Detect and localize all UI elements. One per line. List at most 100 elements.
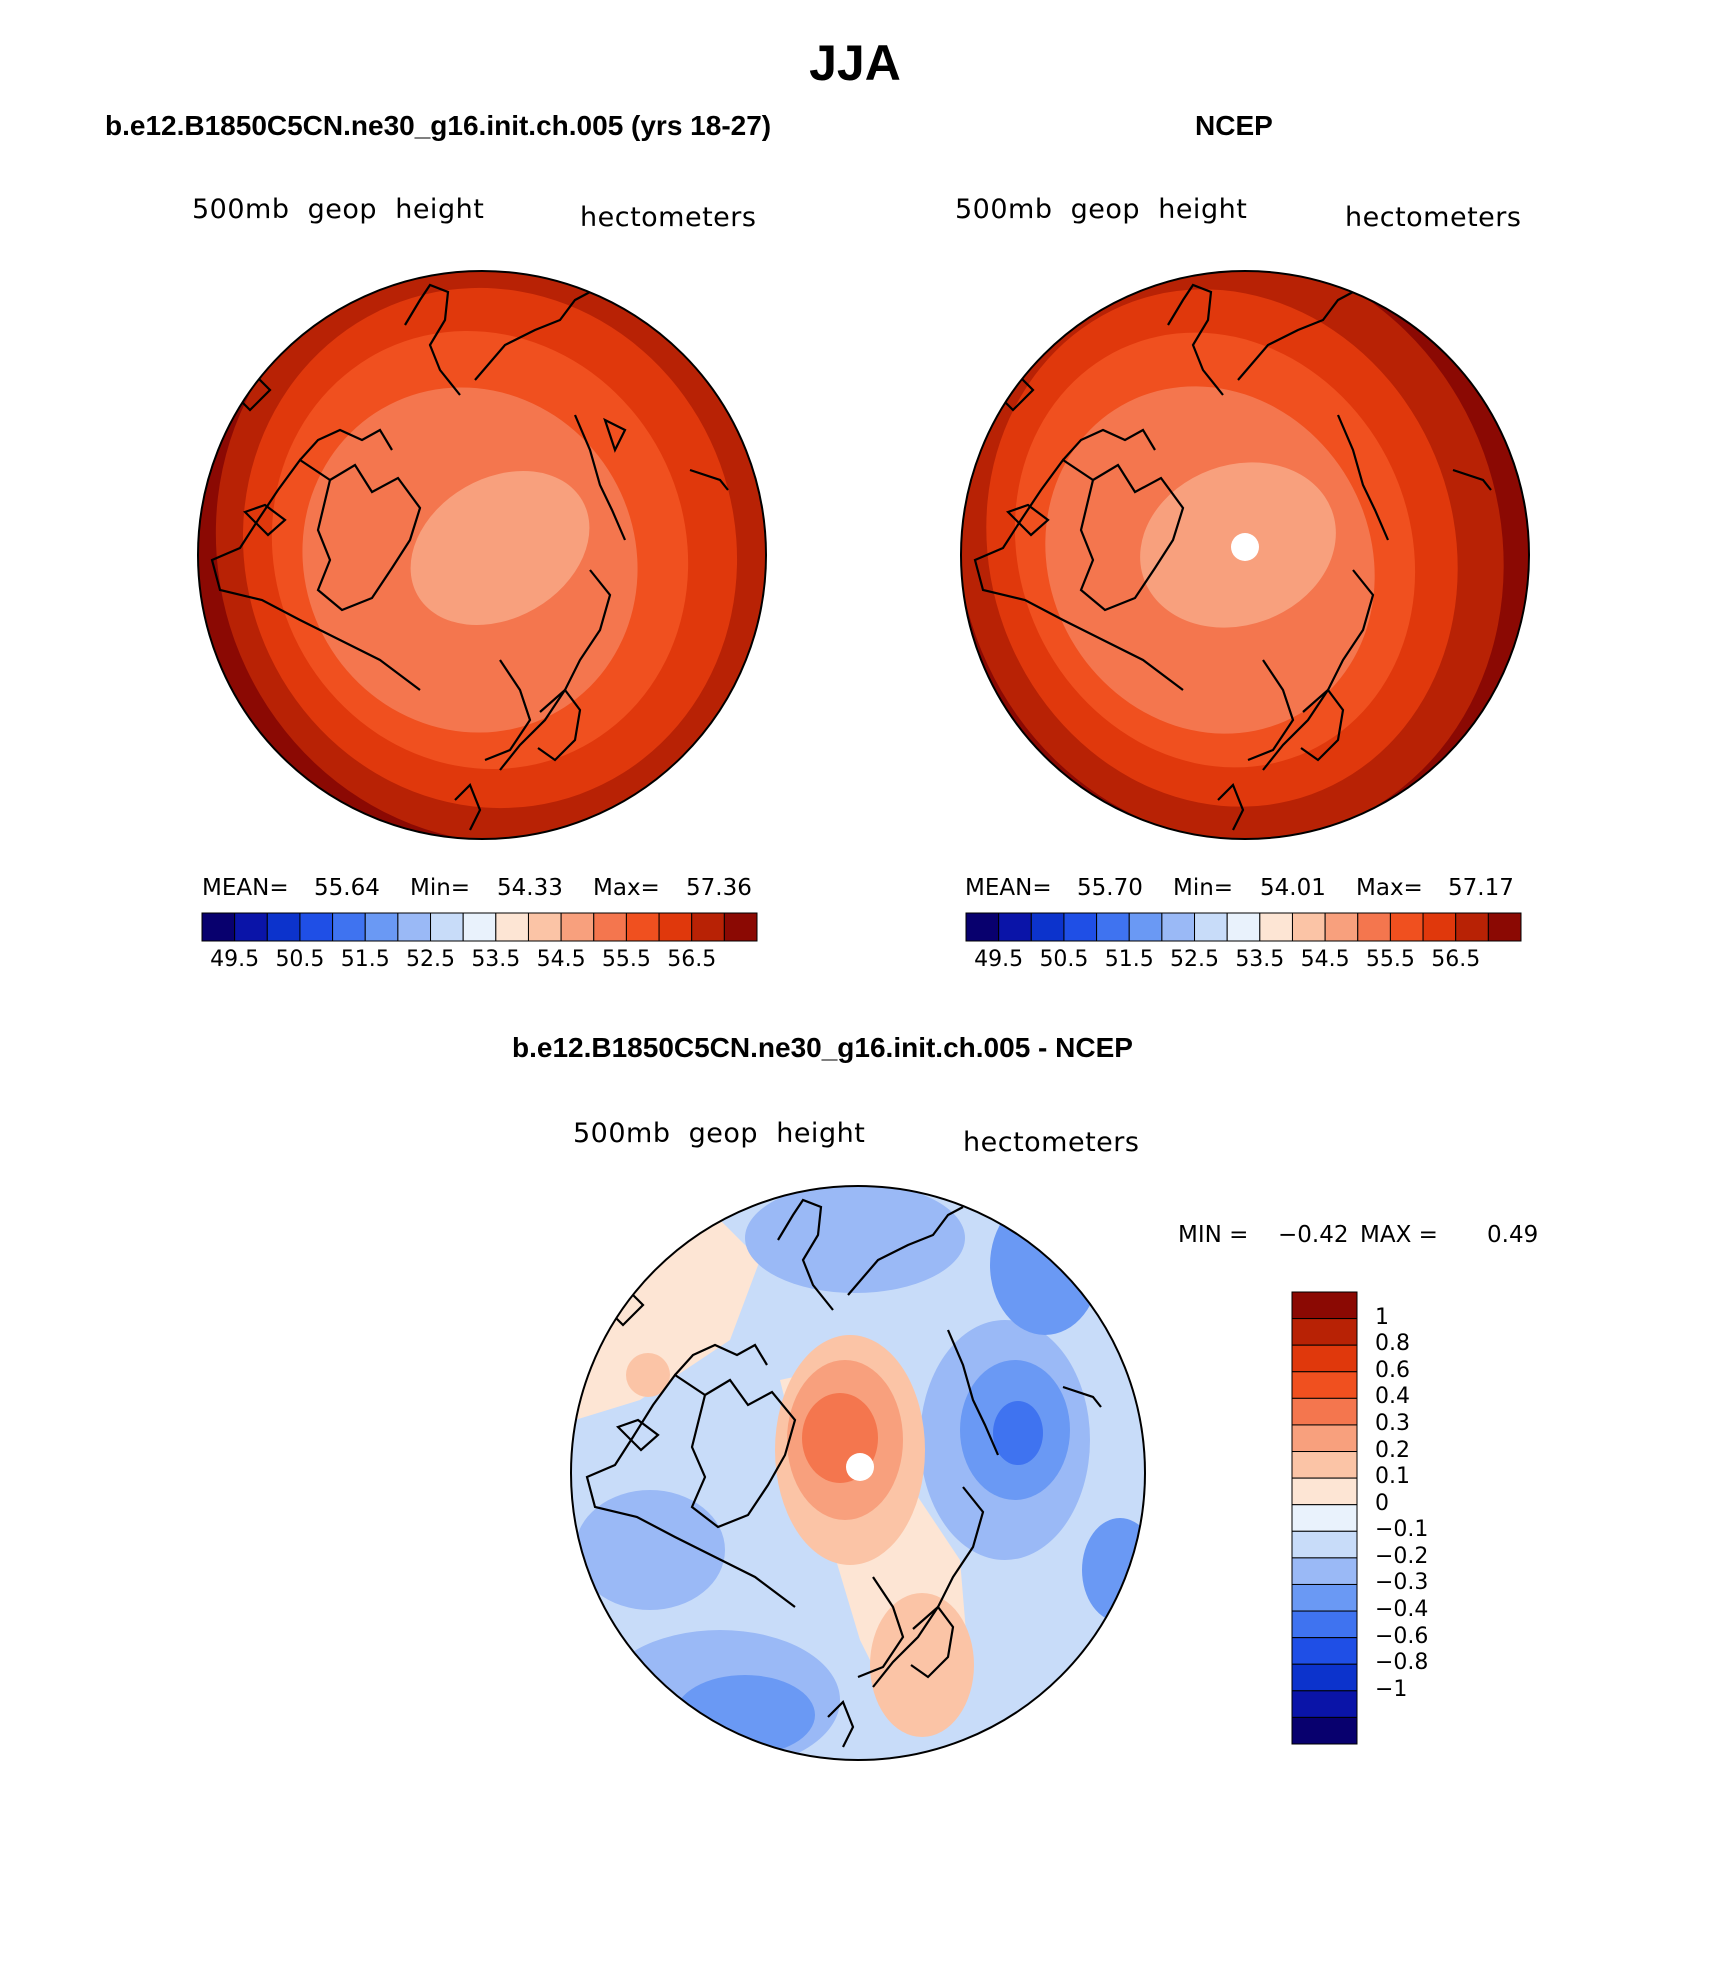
stat-max-model: 57.36 [686, 875, 752, 901]
colorbar-swatch [1291, 1291, 1358, 1320]
colorbar-swatch [1389, 912, 1424, 942]
colorbar-swatch [560, 912, 595, 942]
colorbar-swatch [299, 912, 334, 942]
colorbar-swatch [201, 912, 236, 942]
colorbar-swatch [1291, 912, 1326, 942]
colorbar-swatch [1291, 1557, 1358, 1585]
contour-band [990, 1195, 1100, 1335]
stat-max-ncep: 57.17 [1448, 875, 1514, 901]
colorbar-diff [1291, 1291, 1358, 1745]
colorbar-swatch [998, 912, 1032, 942]
colorbar-swatch [1291, 1530, 1358, 1559]
stat-min-label-diff: MIN = [1178, 1222, 1249, 1248]
colorbar-model [201, 912, 758, 942]
stat-min-model: 54.33 [497, 875, 563, 901]
colorbar-tick-label: 0.6 [1375, 1357, 1410, 1383]
stat-min-ncep: 54.01 [1260, 875, 1326, 901]
contour-band [626, 1353, 670, 1397]
contour-band [993, 1401, 1043, 1465]
colorbar-tick-label: 52.5 [406, 947, 455, 972]
colorbar-swatch [1455, 912, 1489, 942]
colorbar-swatch [1291, 1424, 1358, 1453]
colorbar-swatch [1291, 1344, 1358, 1373]
colorbar-swatch [1291, 1716, 1358, 1745]
panel-title-ncep: NCEP [1195, 110, 1273, 141]
colorbar-swatch [1161, 912, 1196, 942]
colorbar-swatch [1291, 1610, 1358, 1639]
panel-title-diff: b.e12.B1850C5CN.ne30_g16.init.ch.005 - N… [512, 1032, 1133, 1063]
colorbar-swatch [691, 912, 725, 942]
colorbar-swatch [1357, 912, 1391, 942]
colorbar-swatch [1259, 912, 1293, 942]
colorbar-swatch [1096, 912, 1130, 942]
colorbar-tick-label: 50.5 [1039, 947, 1089, 972]
polar-map-ncep [960, 270, 1530, 840]
colorbar-tick-label: 0.1 [1375, 1464, 1410, 1490]
variable-label-ncep: 500mb geop height [955, 194, 1248, 225]
colorbar-tick-label: 54.5 [1300, 947, 1350, 972]
stat-max-label-diff: MAX = [1360, 1222, 1438, 1248]
colorbar-swatch [965, 912, 1000, 942]
colorbar-tick-label: 56.5 [667, 947, 717, 972]
colorbar-swatch [723, 912, 758, 942]
colorbar-tick-label: 54.5 [536, 947, 586, 972]
colorbar-tick-label: 53.5 [1235, 947, 1285, 972]
colorbar-swatch [1487, 912, 1522, 942]
colorbar-tick-label: −0.1 [1375, 1517, 1429, 1543]
pole-hole [1231, 533, 1259, 561]
stat-mean-label-model: MEAN= [202, 875, 289, 901]
colorbar-tick-label: 0 [1375, 1490, 1389, 1516]
colorbar-swatch [266, 912, 301, 942]
colorbar-tick-label: 53.5 [471, 947, 521, 972]
stat-max-diff: 0.49 [1487, 1222, 1539, 1248]
colorbar-swatch [1291, 1663, 1358, 1692]
colorbar-swatch [593, 912, 627, 942]
colorbar-tick-label: −0.2 [1375, 1543, 1429, 1569]
colorbar-tick-label: 50.5 [275, 947, 325, 972]
colorbar-swatch [527, 912, 562, 942]
units-label-model: hectometers [580, 202, 757, 233]
colorbar-tick-label: 56.5 [1431, 947, 1481, 972]
stat-mean-model: 55.64 [314, 875, 380, 901]
contour-band [410, 470, 590, 626]
contour-band [1082, 1518, 1145, 1622]
colorbar-swatch [1030, 912, 1065, 942]
colorbar-swatch [397, 912, 432, 942]
colorbar-swatch [625, 912, 660, 942]
colorbar-swatch [1291, 1318, 1358, 1346]
polar-map-model [197, 270, 767, 840]
colorbar-tick-label: −0.3 [1375, 1570, 1429, 1596]
stat-max-label-model: Max= [593, 875, 660, 901]
colorbar-tick-label: −0.4 [1375, 1597, 1429, 1623]
colorbar-tick-label: 55.5 [601, 947, 651, 972]
colorbar-swatch [234, 912, 268, 942]
contour-band [575, 1490, 725, 1610]
colorbar-swatch [1291, 1690, 1358, 1718]
colorbar-swatch [462, 912, 497, 942]
colorbar-tick-label: 51.5 [340, 947, 390, 972]
contour-band [870, 1593, 974, 1737]
units-label-ncep: hectometers [1345, 202, 1522, 233]
stat-mean-label-ncep: MEAN= [965, 875, 1052, 901]
colorbar-swatch [1291, 1477, 1358, 1506]
contour-band [675, 1675, 815, 1755]
colorbar-tick-label: 0.8 [1375, 1331, 1410, 1357]
colorbar-swatch [1291, 1504, 1358, 1532]
stat-mean-ncep: 55.70 [1077, 875, 1143, 901]
colorbar-tick-label: 51.5 [1104, 947, 1154, 972]
colorbar-swatch [1128, 912, 1163, 942]
colorbar-swatch [1324, 912, 1359, 942]
colorbar-swatch [1291, 1371, 1358, 1399]
colorbar-swatch [364, 912, 399, 942]
stat-max-label-ncep: Max= [1356, 875, 1423, 901]
contour-band [745, 1186, 965, 1293]
colorbar-tick-label: 49.5 [974, 947, 1024, 972]
units-label-diff: hectometers [963, 1127, 1140, 1158]
colorbar-tick-label: 52.5 [1170, 947, 1219, 972]
colorbar-tick-label: 49.5 [210, 947, 260, 972]
variable-label-model: 500mb geop height [192, 194, 485, 225]
variable-label-diff: 500mb geop height [573, 1118, 866, 1149]
colorbar-tick-label: 1 [1375, 1304, 1389, 1330]
colorbar-swatch [332, 912, 366, 942]
colorbar-swatch [495, 912, 529, 942]
